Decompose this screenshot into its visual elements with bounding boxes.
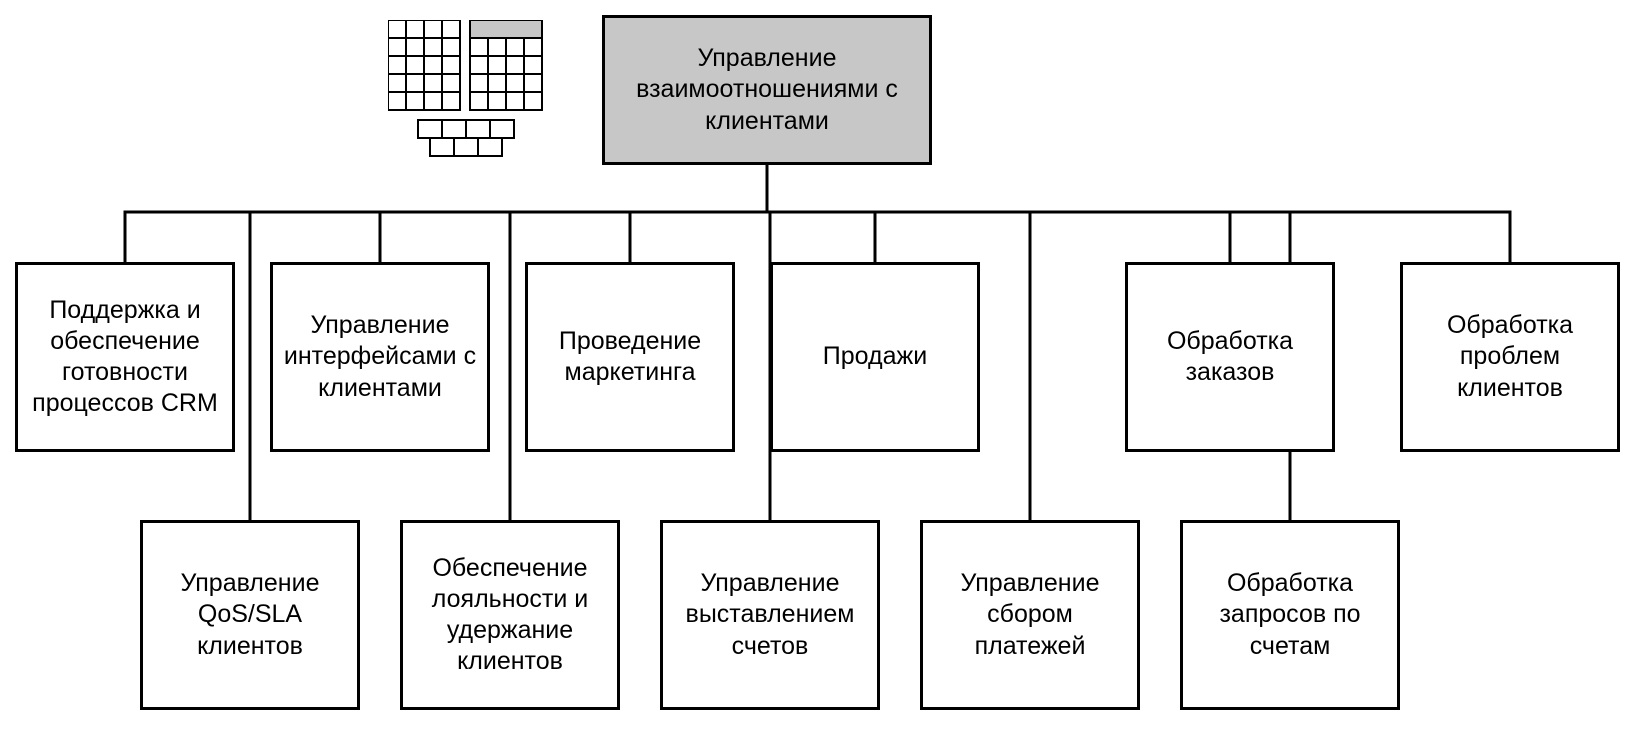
node-order-handling: Обработка заказов [1125,262,1335,452]
node-client-iface: Управление интерфейсами с клиентами [270,262,490,452]
node-label: Проведение маркетинга [538,326,722,389]
node-collections: Управление сбором платежей [920,520,1140,710]
node-label: Обеспечение лояльности и удержание клиен… [413,553,607,678]
node-qos-sla: Управление QoS/SLA клиентов [140,520,360,710]
node-problem-handling: Обработка проблем клиентов [1400,262,1620,452]
node-label: Управление интерфейсами с клиентами [283,310,477,404]
root-node: Управление взаимоотношениями с клиентами [602,15,932,165]
root-label: Управление взаимоотношениями с клиентами [615,43,919,137]
node-sales: Продажи [770,262,980,452]
node-label: Обработка заказов [1138,326,1322,389]
node-loyalty: Обеспечение лояльности и удержание клиен… [400,520,620,710]
node-label: Управление QoS/SLA клиентов [153,568,347,662]
diagram-canvas: Управление взаимоотношениями с клиентами… [0,0,1641,736]
node-label: Поддержка и обеспечение готовности проце… [28,295,222,420]
node-marketing: Проведение маркетинга [525,262,735,452]
decor-grids-icon [388,20,568,170]
node-label: Управление сбором платежей [933,568,1127,662]
node-bill-inquiry: Обработка запросов по счетам [1180,520,1400,710]
node-label: Управление выставлением счетов [673,568,867,662]
node-billing: Управление выставлением счетов [660,520,880,710]
node-crm-support: Поддержка и обеспечение готовности проце… [15,262,235,452]
node-label: Обработка запросов по счетам [1193,568,1387,662]
node-label: Продажи [823,341,927,372]
node-label: Обработка проблем клиентов [1413,310,1607,404]
